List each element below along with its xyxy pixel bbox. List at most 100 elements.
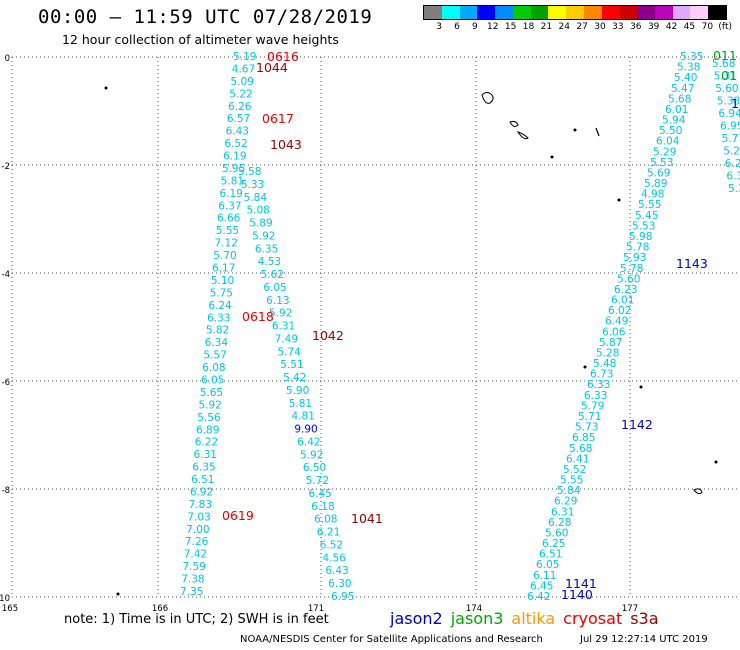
track-c-value: 5.48 — [593, 358, 616, 370]
track-a-value: 5.81 — [221, 175, 244, 187]
island — [639, 385, 643, 389]
track-c-value: 5.52 — [563, 464, 586, 476]
track-c-value: 5.94 — [662, 115, 686, 127]
timestamp: Jul 29 12:27:14 UTC 2019 — [580, 634, 708, 645]
track-a-value: 6.17 — [212, 263, 235, 275]
track-b-value: 6.45 — [308, 488, 331, 500]
track-a-value: 6.43 — [226, 126, 249, 138]
color-swatch — [583, 6, 602, 19]
track-a-value: 6.92 — [190, 486, 213, 498]
track-c-value: 5.60 — [617, 273, 640, 285]
track-c-value: 5.68 — [569, 443, 592, 455]
pass-time-label: 0616 — [267, 49, 299, 64]
color-scale-label: 24 — [558, 22, 570, 32]
track-d-value: 5.20 — [723, 146, 740, 158]
pass-time-label: 1044 — [256, 60, 288, 75]
track-a-value: 6.24 — [208, 300, 232, 312]
island — [595, 127, 600, 137]
pass-time-label: 01 — [721, 68, 737, 83]
legend-item-jason3: jason3 — [450, 609, 504, 628]
track-c-value: 6.45 — [530, 580, 553, 592]
track-b-value: 5.08 — [246, 205, 269, 217]
track-c-value: 5.69 — [647, 167, 670, 179]
footnote: note: 1) Time is in UTC; 2) SWH is in fe… — [64, 612, 329, 627]
pass-time-label: 1041 — [351, 511, 383, 526]
track-c-value: 6.28 — [548, 517, 571, 529]
color-swatch — [459, 6, 478, 19]
track-a-value: 6.51 — [191, 474, 214, 486]
track-c-value: 6.01 — [665, 104, 688, 116]
track-b-value: 6.13 — [266, 295, 289, 307]
track-b-value: 5.92 — [269, 308, 292, 320]
y-tick-label: -4 — [2, 270, 10, 280]
track-c-value: 5.29 — [653, 146, 676, 158]
track-a-value: 6.05 — [201, 374, 224, 386]
pass-time-label: 1142 — [621, 417, 653, 432]
y-tick-label: -2 — [2, 162, 10, 172]
track-b-value: 5.81 — [289, 398, 312, 410]
x-tick-label: 177 — [622, 604, 638, 614]
legend-item-altika: altika — [511, 609, 556, 628]
pass-time-label: 0619 — [222, 508, 254, 523]
track-c-value: 5.71 — [578, 411, 601, 423]
color-swatch — [690, 6, 709, 19]
color-scale-label: 15 — [504, 22, 517, 32]
track-a-value: 5.70 — [213, 250, 236, 262]
color-scale-label: 12 — [487, 22, 499, 32]
track-b-value: 5.58 — [238, 166, 261, 178]
track-c-value: 6.31 — [551, 506, 574, 518]
track-a-value: 6.66 — [217, 213, 241, 225]
track-b-value: 6.95 — [331, 591, 354, 603]
color-swatch — [672, 6, 691, 19]
track-c-value: 6.01 — [611, 295, 634, 307]
color-scale-label: 27 — [576, 22, 588, 32]
track-c-value: 6.73 — [590, 369, 613, 381]
color-scale-label: 33 — [612, 22, 624, 32]
track-c-value: 5.60 — [545, 527, 568, 539]
track-c-value: 5.47 — [671, 83, 694, 95]
pass-time-label: 1042 — [312, 328, 344, 343]
track-d-value: 5.31 — [714, 71, 737, 83]
track-c-value: 5.45 — [635, 210, 658, 222]
pass-time-label: 0617 — [262, 111, 294, 126]
track-a-value: 6.22 — [195, 437, 218, 449]
pass-time-label: 1143 — [676, 256, 708, 271]
track-b-value: 6.52 — [320, 539, 343, 551]
track-a-value: 6.33 — [207, 312, 230, 324]
track-a-value: 6.19 — [223, 151, 246, 163]
island — [550, 155, 554, 159]
legend-item-jason2: jason2 — [390, 609, 443, 628]
track-b-value: 5.84 — [244, 192, 268, 204]
track-b-value: 6.08 — [314, 514, 337, 526]
color-scale-bar — [423, 5, 727, 20]
color-scale-label: 70 — [701, 22, 714, 32]
color-swatch — [654, 6, 673, 19]
track-a-value: 7.00 — [186, 524, 209, 536]
track-b-value: 6.05 — [263, 282, 286, 294]
track-b-value: 7.49 — [275, 333, 298, 345]
color-swatch — [637, 6, 655, 19]
track-b-value: 5.92 — [252, 230, 275, 242]
color-swatch — [548, 6, 567, 19]
track-c-value: 6.49 — [605, 316, 628, 328]
track-a-value: 6.08 — [202, 362, 225, 374]
track-d-value: 5.3 — [728, 183, 740, 195]
track-a-value: 5.95 — [222, 163, 245, 175]
color-swatch — [708, 6, 727, 19]
track-b-value: 5.33 — [241, 179, 264, 191]
track-c-value: 6.23 — [614, 284, 637, 296]
color-scale-label: 45 — [683, 22, 696, 32]
color-swatch — [512, 6, 531, 19]
page-subtitle: 12 hour collection of altimeter wave hei… — [62, 32, 339, 47]
track-a-value: 5.55 — [216, 225, 239, 237]
color-swatch — [495, 6, 513, 19]
island — [481, 92, 494, 104]
track-c-value: 5.35 — [680, 51, 703, 63]
track-a-value: 5.75 — [210, 287, 233, 299]
track-c-value: 5.79 — [581, 400, 604, 412]
color-scale-label: (ft) — [718, 22, 732, 32]
color-scale-label: 6 — [454, 22, 460, 32]
track-c-value: 6.85 — [572, 432, 595, 444]
pass-time-label: 1140 — [561, 587, 593, 602]
